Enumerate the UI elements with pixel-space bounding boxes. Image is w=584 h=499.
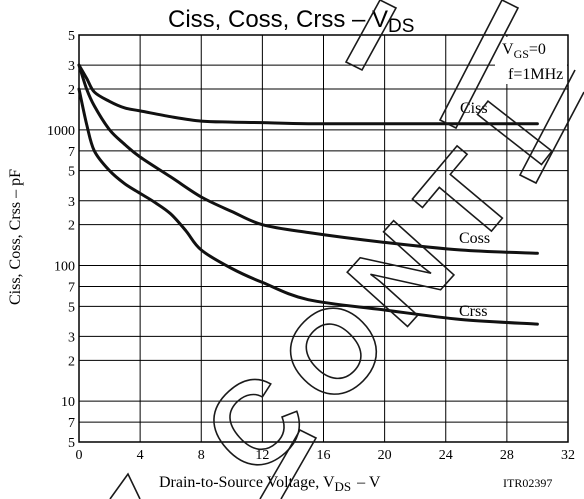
x-tick-label: 28 [500, 448, 514, 463]
y-tick-label: 7 [68, 416, 75, 431]
watermark-stroke-2 [344, 0, 398, 72]
series-label-crss: Crss [459, 303, 487, 320]
x-tick-label: 8 [198, 448, 205, 463]
watermark-stroke-4 [518, 69, 584, 185]
y-tick-label: 1000 [47, 124, 75, 139]
condition-vgs-value: =0 [529, 41, 546, 58]
y-tick-label: 5 [68, 165, 75, 180]
condition-frequency: f=1MHz [508, 66, 563, 83]
watermark-stroke-1 [109, 472, 141, 499]
x-tick-label: 32 [561, 448, 575, 463]
y-tick-label: 3 [68, 59, 75, 74]
chart-title: Ciss, Coss, Crss – VDS [168, 6, 414, 37]
condition-box [495, 37, 567, 84]
y-tick-label: 3 [68, 330, 75, 345]
series-line-crss [77, 87, 539, 326]
condition-vgs-subscript: GS [514, 47, 529, 61]
grid [78, 34, 569, 443]
series-label-coss: Coss [459, 230, 490, 247]
watermark-stroke-3 [438, 0, 520, 130]
y-tick-label: 10 [61, 395, 75, 410]
y-tick-label: 2 [68, 83, 75, 98]
condition-vgs: VGS=0 [502, 41, 546, 61]
x-tick-label: 20 [378, 448, 392, 463]
x-tick-label: 0 [76, 448, 83, 463]
chart-title-subscript: DS [388, 16, 414, 37]
x-tick-label: 12 [255, 448, 269, 463]
y-tick-label: 5 [68, 436, 75, 451]
figure-code: ITR02397 [503, 476, 552, 490]
series-line-coss [77, 63, 539, 255]
y-tick-label: 100 [54, 259, 75, 274]
watermark-stroke-5 [259, 428, 318, 499]
y-tick-label: 5 [68, 300, 75, 315]
x-tick-label: 16 [317, 448, 331, 463]
series-curves [77, 63, 539, 326]
y-tick-label: 2 [68, 219, 75, 234]
y-axis-label: Ciss, Coss, Crss – pF [7, 169, 24, 305]
y-tick-label: 5 [68, 29, 75, 44]
y-tick-label: 2 [68, 354, 75, 369]
x-tick-label: 4 [137, 448, 144, 463]
y-tick-label: 7 [68, 145, 75, 160]
x-tick-label: 24 [439, 448, 453, 463]
x-axis-label: Drain-to-Source Voltage, VDS – V [159, 474, 381, 494]
y-tick-label: 7 [68, 281, 75, 296]
y-tick-label: 3 [68, 195, 75, 210]
series-line-ciss [77, 63, 539, 126]
x-axis-label-unit: – V [356, 474, 381, 491]
series-label-ciss: Ciss [460, 100, 488, 117]
x-axis-label-subscript: DS [335, 479, 352, 494]
